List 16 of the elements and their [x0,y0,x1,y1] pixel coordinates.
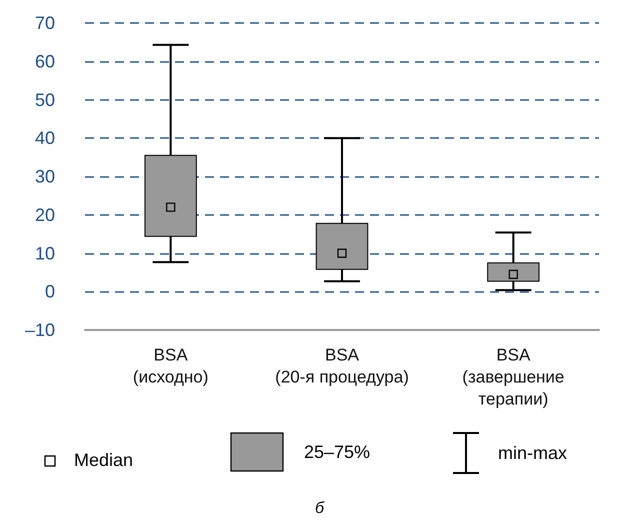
x-tick-label: BSA (20-я процедура) [275,346,409,386]
y-tick-label: 30 [34,166,55,186]
x-tick-label: BSA (исходно) [132,346,208,386]
y-tick-label: 10 [34,243,55,264]
text: 25–75% [304,442,370,462]
y-tick-label: 60 [34,51,55,72]
y-tick-label: 50 [34,90,55,110]
text: min-max [498,442,568,464]
y-tick-label: 20 [34,204,55,225]
text: б [314,500,326,518]
y-tick-label: –10 [24,320,55,340]
y-tick-label: 0 [44,282,55,302]
y-tick-label: 70 [34,13,55,33]
text: Median [74,450,134,471]
y-tick-label: 40 [34,128,55,148]
x-tick-label: BSA (завершение терапии) [462,346,564,408]
